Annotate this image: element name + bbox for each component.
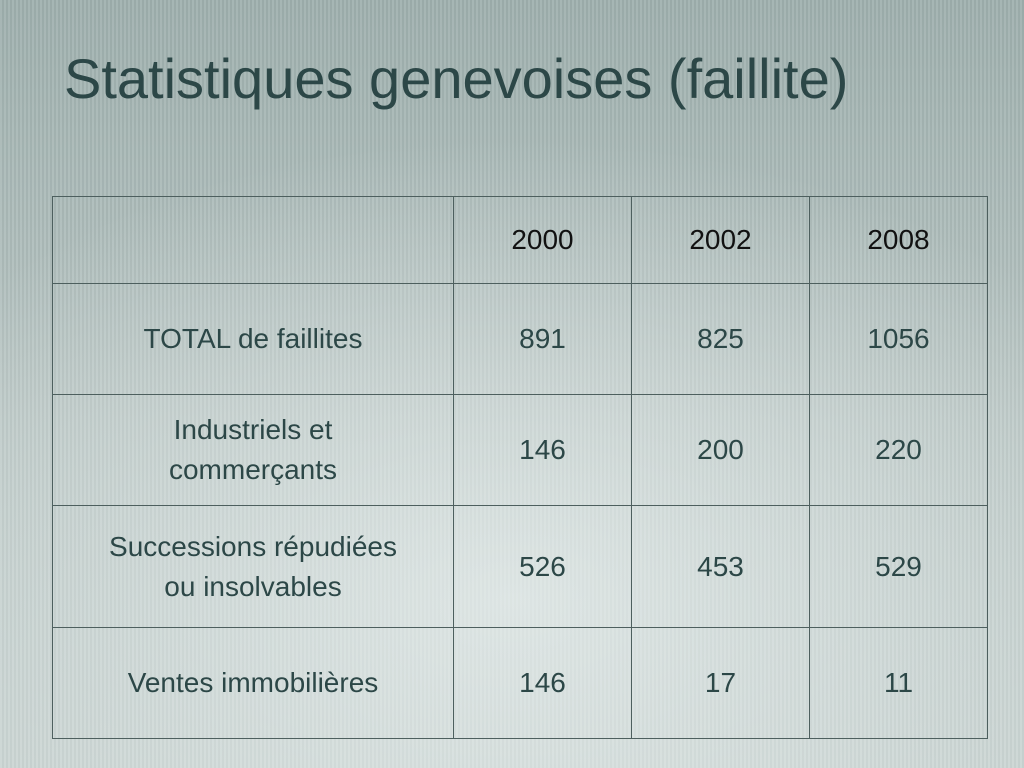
header-cell-year: 2000 bbox=[453, 196, 632, 284]
value-cell: 453 bbox=[631, 505, 810, 628]
header-cell-empty bbox=[52, 196, 454, 284]
value-cell: 146 bbox=[453, 394, 632, 506]
value-cell: 891 bbox=[453, 283, 632, 395]
table-row: Industriels et commerçants 146 200 220 bbox=[52, 394, 988, 506]
row-label-line: Successions répudiées bbox=[109, 530, 397, 562]
row-label-line: Ventes immobilières bbox=[127, 667, 379, 698]
row-label: Successions répudiées ou insolvables bbox=[52, 505, 454, 628]
value-cell: 220 bbox=[809, 394, 988, 506]
row-label-line: commerçants bbox=[168, 454, 338, 485]
row-label: Ventes immobilières bbox=[52, 627, 454, 739]
row-label: TOTAL de faillites bbox=[52, 283, 454, 395]
header-cell-year: 2002 bbox=[631, 196, 810, 284]
value-cell: 1056 bbox=[809, 283, 988, 395]
statistics-table: 2000 2002 2008 TOTAL de faillites 891 82… bbox=[52, 196, 988, 739]
header-cell-year: 2008 bbox=[809, 196, 988, 284]
value-cell: 11 bbox=[809, 627, 988, 739]
row-label-line: ou insolvables bbox=[164, 570, 342, 602]
table-row: Successions répudiées ou insolvables 526… bbox=[52, 505, 988, 628]
slide-title: Statistiques genevoises (faillite) bbox=[64, 47, 849, 110]
value-cell: 17 bbox=[631, 627, 810, 739]
value-cell: 146 bbox=[453, 627, 632, 739]
row-label-line: Industriels et bbox=[173, 414, 333, 445]
value-cell: 526 bbox=[453, 505, 632, 628]
value-cell: 529 bbox=[809, 505, 988, 628]
value-cell: 200 bbox=[631, 394, 810, 506]
table-row: Ventes immobilières 146 17 11 bbox=[52, 627, 988, 739]
row-label-line: TOTAL de faillites bbox=[143, 323, 363, 354]
value-cell: 825 bbox=[631, 283, 810, 395]
table-row: TOTAL de faillites 891 825 1056 bbox=[52, 283, 988, 395]
row-label: Industriels et commerçants bbox=[52, 394, 454, 506]
table-header-row: 2000 2002 2008 bbox=[52, 196, 988, 284]
